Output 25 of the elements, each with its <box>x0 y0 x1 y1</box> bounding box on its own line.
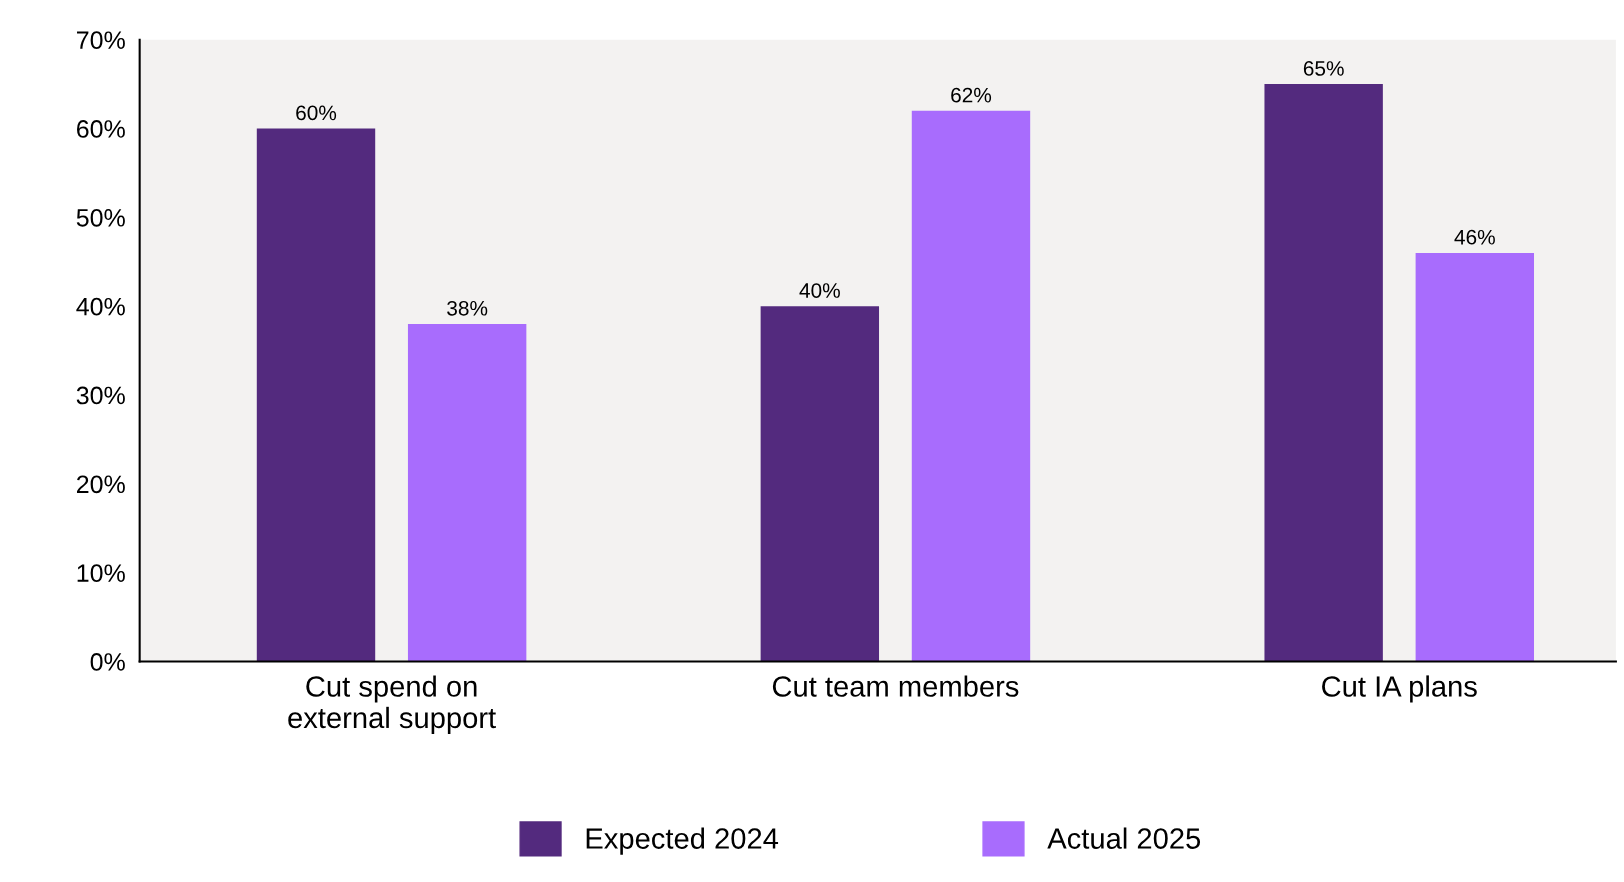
y-tick-label: 70% <box>77 31 125 49</box>
y-tick-label: 60% <box>77 120 125 138</box>
legend-label: Actual 2025 <box>1047 827 1201 849</box>
bar <box>256 128 376 662</box>
data-label: 40% <box>799 283 840 298</box>
x-tick-label: Cut IA plans <box>1322 675 1477 703</box>
bar <box>407 323 527 662</box>
bar <box>1415 252 1535 662</box>
y-tick-label: 30% <box>76 386 125 405</box>
data-label: 62% <box>951 87 992 103</box>
y-tick-label: 10% <box>77 564 125 582</box>
data-label: 38% <box>447 300 488 316</box>
bar <box>1264 84 1383 662</box>
data-label: 46% <box>1454 229 1495 245</box>
bar <box>760 306 880 662</box>
y-tick-label: 50% <box>76 208 125 227</box>
data-label: 60% <box>296 105 337 121</box>
bar <box>911 110 1031 662</box>
legend-label: Expected 2024 <box>586 827 779 855</box>
y-tick-label: 20% <box>77 475 125 494</box>
x-tick-label: Cut spend on external support <box>288 675 496 734</box>
x-tick-label: Cut team members <box>772 675 1019 697</box>
data-label: 65% <box>1303 61 1344 76</box>
y-tick-label: 0% <box>90 653 125 671</box>
y-tick-label: 40% <box>76 297 125 316</box>
